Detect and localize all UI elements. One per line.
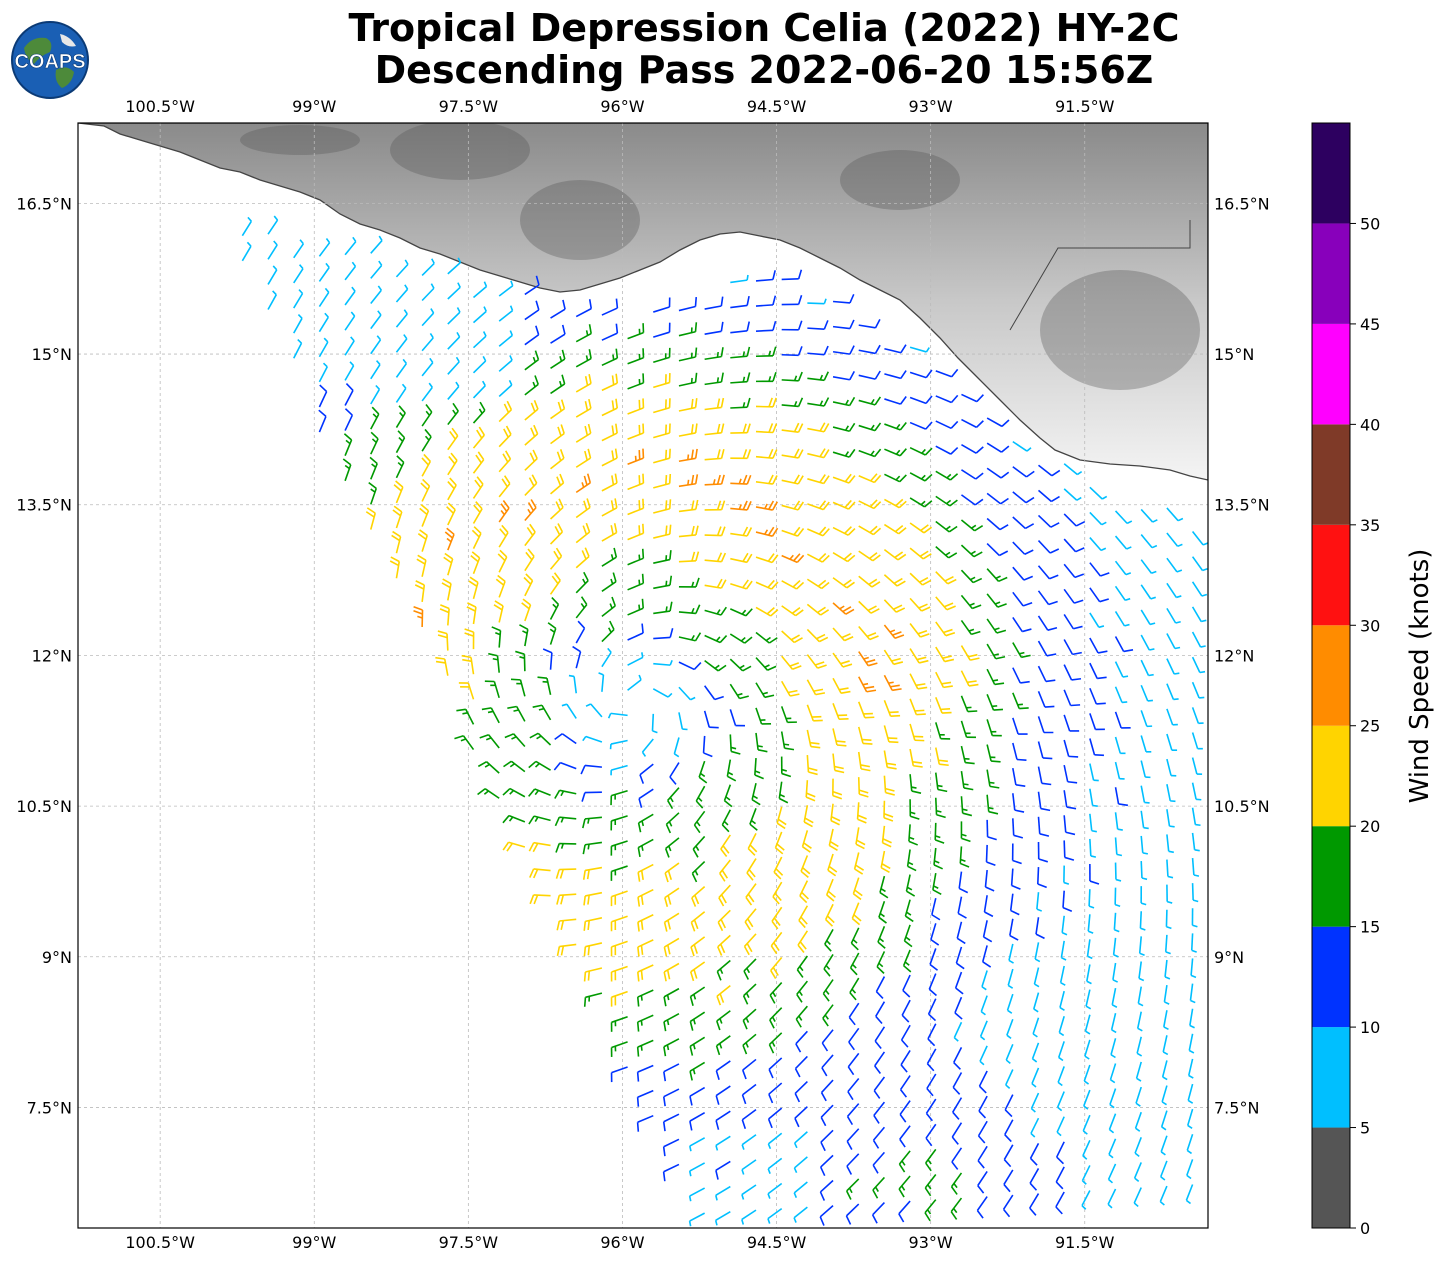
colorbar-tick-label: 15 bbox=[1360, 918, 1380, 937]
colorbar: 0 5 10 15 20 25 30 35 40 45 50 bbox=[1312, 123, 1380, 1238]
colorbar-segment bbox=[1312, 726, 1350, 826]
colorbar-tick-label: 40 bbox=[1360, 415, 1380, 434]
colorbar-title: Wind Speed (knots) bbox=[1405, 549, 1435, 804]
lat-tick-label: 12°N bbox=[1214, 646, 1254, 665]
lon-tick-label: 94.5°W bbox=[747, 97, 807, 116]
colorbar-tick-label: 0 bbox=[1360, 1219, 1370, 1238]
lon-tick-label: 99°W bbox=[292, 1233, 336, 1252]
colorbar-tick-label: 45 bbox=[1360, 315, 1380, 334]
colorbar-segment bbox=[1312, 1027, 1350, 1127]
colorbar-segment bbox=[1312, 927, 1350, 1027]
lon-tick-label: 97.5°W bbox=[439, 97, 499, 116]
colorbar-segment bbox=[1312, 123, 1350, 223]
colorbar-segment bbox=[1312, 625, 1350, 725]
lon-tick-label: 96°W bbox=[600, 97, 644, 116]
plot-area bbox=[78, 120, 1208, 1228]
colorbar-tick-label: 30 bbox=[1360, 616, 1380, 635]
colorbar-segment bbox=[1312, 525, 1350, 625]
lat-tick-label: 9°N bbox=[1214, 948, 1244, 967]
lon-tick-label: 93°W bbox=[909, 97, 953, 116]
colorbar-segment bbox=[1312, 1128, 1350, 1228]
lon-tick-label: 93°W bbox=[909, 1233, 953, 1252]
lat-tick-label: 13.5°N bbox=[16, 496, 72, 515]
colorbar-tick-label: 10 bbox=[1360, 1018, 1380, 1037]
colorbar-tick-label: 20 bbox=[1360, 817, 1380, 836]
colorbar-segment bbox=[1312, 424, 1350, 524]
lat-tick-label: 7.5°N bbox=[1214, 1098, 1259, 1117]
colorbar-segment bbox=[1312, 223, 1350, 323]
colorbar-segment bbox=[1312, 826, 1350, 926]
lat-tick-label: 7.5°N bbox=[27, 1098, 72, 1117]
colorbar-tick-label: 5 bbox=[1360, 1119, 1370, 1138]
lat-tick-label: 15°N bbox=[1214, 345, 1254, 364]
lat-tick-label: 16.5°N bbox=[1214, 194, 1270, 213]
lat-tick-label: 9°N bbox=[42, 948, 72, 967]
lon-tick-label: 100.5°W bbox=[125, 1233, 195, 1252]
lon-tick-label: 100.5°W bbox=[125, 97, 195, 116]
lon-tick-label: 91.5°W bbox=[1055, 1233, 1115, 1252]
lon-tick-label: 94.5°W bbox=[747, 1233, 807, 1252]
lon-tick-label: 96°W bbox=[600, 1233, 644, 1252]
lon-tick-label: 91.5°W bbox=[1055, 97, 1115, 116]
lon-tick-label: 99°W bbox=[292, 97, 336, 116]
lat-tick-label: 16.5°N bbox=[16, 194, 72, 213]
lat-tick-label: 10.5°N bbox=[16, 797, 72, 816]
lat-tick-label: 12°N bbox=[32, 646, 72, 665]
lat-tick-label: 15°N bbox=[32, 345, 72, 364]
colorbar-tick-label: 35 bbox=[1360, 516, 1380, 535]
lat-tick-label: 13.5°N bbox=[1214, 496, 1270, 515]
colorbar-tick-label: 25 bbox=[1360, 717, 1380, 736]
colorbar-segment bbox=[1312, 324, 1350, 424]
lon-tick-label: 97.5°W bbox=[439, 1233, 499, 1252]
lat-tick-label: 10.5°N bbox=[1214, 797, 1270, 816]
colorbar-tick-label: 50 bbox=[1360, 214, 1380, 233]
